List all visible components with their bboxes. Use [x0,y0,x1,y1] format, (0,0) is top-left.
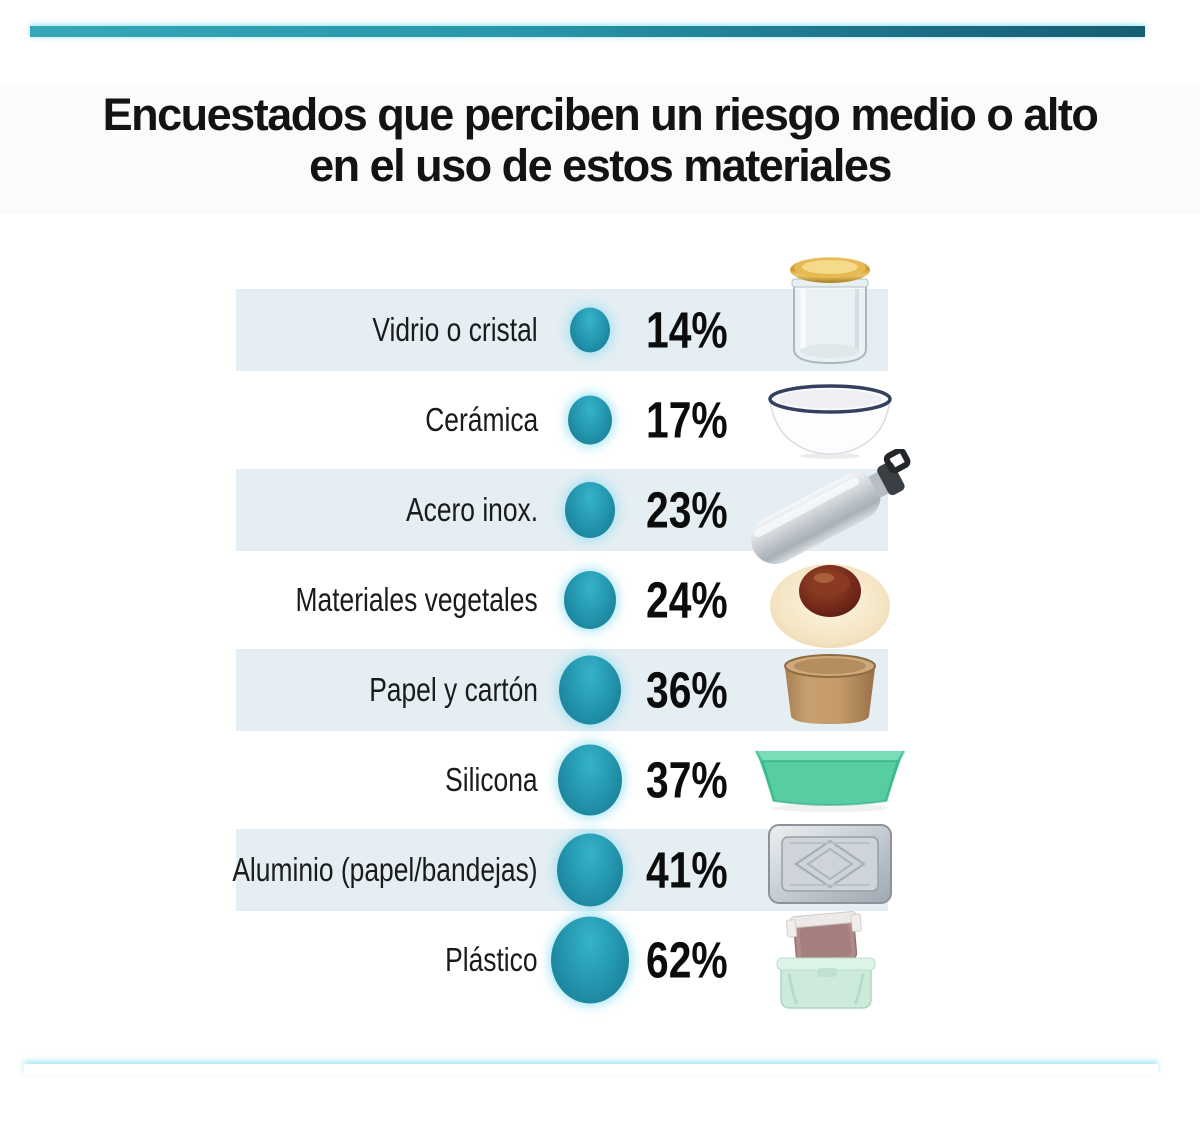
percent-value: 14% [646,301,728,359]
material-row: Materiales vegetales 24% [236,559,890,648]
material-label: Cerámica [425,401,538,438]
aluminum-tray-image [766,821,894,907]
title-band [0,84,1200,214]
material-row: Acero inox. 23% [236,447,911,564]
bottom-accent-bar [24,1064,1158,1075]
ceramic-bowl-image [764,380,896,460]
glass-jar-image [779,255,881,369]
chart-title-line2: en el uso de estos materiales [309,139,892,191]
risk-bubble [558,744,622,816]
material-label: Acero inox. [405,491,538,528]
material-label: Silicona [445,761,538,798]
chart-title-line1: Encuestados que perciben un riesgo medio… [102,89,1099,140]
percent-value: 62% [646,931,728,989]
percent-value: 17% [646,391,728,449]
material-row: Silicona 37% [236,739,906,821]
material-label: Vidrio o cristal [372,311,538,348]
material-row: Vidrio o cristal 14% [236,257,888,371]
percent-value: 23% [646,481,728,539]
risk-bubble [557,833,623,907]
risk-bubble [564,571,616,629]
steel-bottle-image [738,447,923,571]
material-label: Papel y cartón [369,671,538,708]
risk-bubble [559,655,621,725]
percent-value: 24% [646,571,728,629]
vegetal-plate-image [767,550,893,650]
percent-value: 41% [646,841,728,899]
percent-value: 37% [646,751,728,809]
risk-bubble [568,395,612,445]
material-row: Plástico 62% [236,911,888,1009]
material-row: Papel y cartón 36% [236,649,888,731]
chart-title: Encuestados que perciben un riesgo medio… [0,89,1200,192]
percent-value: 36% [646,661,728,719]
risk-bubble [570,307,610,353]
material-row: Cerámica 17% [236,379,892,461]
material-row: Aluminio (papel/bandejas) 41% [232,824,892,911]
top-accent-bar [30,26,1145,37]
paper-cup-image [777,652,883,728]
silicone-mold-image [754,747,906,813]
plastic-container-image [773,908,887,1012]
material-label: Materiales vegetales [295,581,538,618]
risk-bubble [565,482,615,538]
material-label: Plástico [445,941,538,978]
risk-bubble [551,916,629,1004]
material-label: Aluminio (papel/bandejas) [232,851,538,888]
